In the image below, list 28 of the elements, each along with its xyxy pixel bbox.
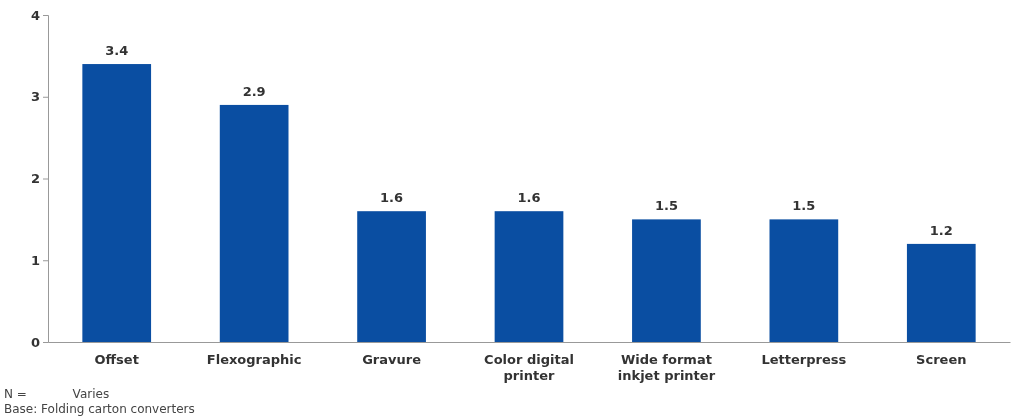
x-tick-label: Letterpress	[761, 352, 847, 367]
bar	[82, 64, 152, 342]
data-label: 2.9	[242, 83, 266, 99]
y-tick-label: 1	[30, 252, 40, 268]
bar	[357, 211, 426, 342]
data-label: 1.5	[792, 198, 816, 214]
x-tick-label: Wide format inkjet printer	[617, 352, 716, 383]
y-tick-label: 2	[30, 171, 40, 187]
data-label: 3.4	[105, 43, 129, 59]
text: N = Varies	[4, 387, 110, 401]
data-label: 1.5	[654, 198, 678, 214]
bar	[632, 219, 701, 342]
data-label: 1.6	[517, 190, 541, 206]
x-tick-label: Offset	[94, 352, 139, 367]
x-tick-label: Color digital printer	[484, 352, 574, 383]
bar	[769, 219, 839, 342]
bar	[906, 243, 976, 342]
bar	[494, 211, 564, 342]
data-label: 1.6	[380, 190, 404, 206]
bar	[219, 104, 289, 342]
text: Base: Folding carton converters	[4, 402, 195, 416]
x-tick-label: Screen	[916, 352, 967, 367]
x-tick-label: Gravure	[362, 352, 422, 367]
y-tick-label: 0	[30, 334, 40, 350]
x-tick-label: Flexographic	[206, 352, 302, 367]
y-tick-label: 4	[30, 7, 40, 23]
y-tick-label: 3	[30, 89, 40, 105]
data-label: 1.2	[929, 222, 953, 238]
